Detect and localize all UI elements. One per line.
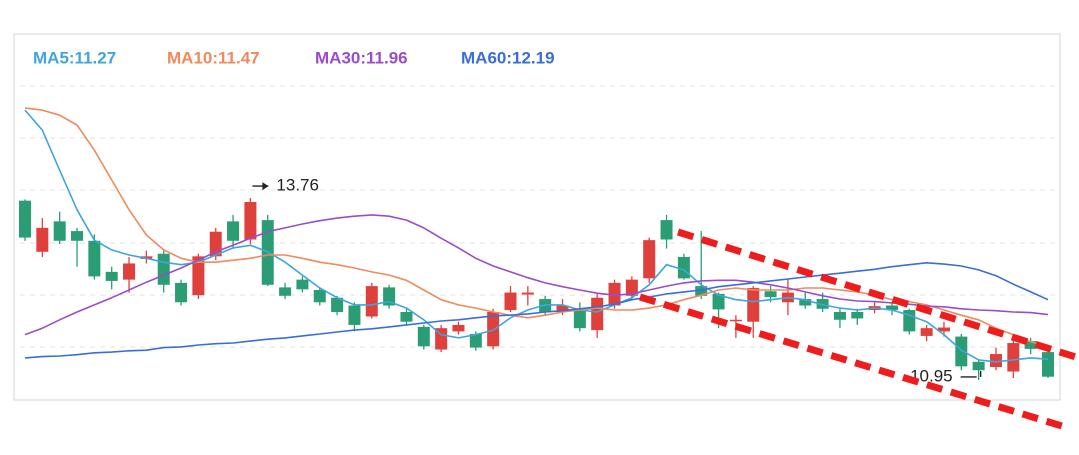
candle-body bbox=[885, 305, 898, 311]
candle-body bbox=[331, 297, 344, 312]
candle-body bbox=[36, 227, 49, 252]
candle-body bbox=[71, 231, 84, 241]
candle-body bbox=[227, 221, 240, 241]
candle-body bbox=[833, 311, 846, 320]
candle-body bbox=[244, 201, 257, 240]
trend-channel bbox=[638, 228, 1079, 430]
plot-frame bbox=[13, 33, 1061, 401]
candle-body bbox=[417, 326, 430, 347]
candle-body bbox=[157, 253, 170, 285]
ma-line bbox=[24, 214, 1049, 336]
ma-line bbox=[24, 109, 1049, 363]
candle-body bbox=[712, 293, 725, 310]
candle-body bbox=[972, 361, 985, 371]
candle-body bbox=[556, 305, 569, 312]
legend-entry: MA10:11.47 bbox=[167, 48, 260, 67]
candle-body bbox=[452, 324, 465, 332]
annotation-label: 10.95 bbox=[910, 366, 953, 385]
annotation-arrow bbox=[262, 182, 269, 191]
candle-body bbox=[903, 310, 916, 332]
candle-body bbox=[435, 328, 448, 350]
candle-body bbox=[625, 279, 638, 296]
candle-body bbox=[799, 299, 812, 306]
candle-body bbox=[53, 221, 66, 241]
candle-body bbox=[729, 319, 742, 322]
candle-body bbox=[487, 311, 500, 347]
candle-body bbox=[88, 240, 101, 277]
candle-body bbox=[920, 328, 933, 336]
annotation-label: 13.76 bbox=[276, 176, 319, 195]
candle-body bbox=[105, 271, 118, 281]
candle-body bbox=[469, 333, 482, 348]
candle-body bbox=[175, 282, 188, 303]
candle-body bbox=[747, 288, 760, 322]
candle-body bbox=[365, 286, 378, 317]
candle-body bbox=[591, 297, 604, 331]
candle-body bbox=[296, 279, 309, 290]
candle-body bbox=[1042, 352, 1054, 377]
candle-body bbox=[660, 220, 673, 240]
candle-body bbox=[521, 292, 534, 295]
candle-body bbox=[383, 287, 396, 306]
candle-body bbox=[989, 354, 1002, 367]
candle-body bbox=[816, 299, 829, 309]
trend-line-upper bbox=[676, 228, 1079, 362]
candle-body bbox=[764, 291, 777, 298]
candle-body bbox=[937, 327, 950, 332]
candle-body bbox=[19, 200, 31, 238]
legend-entry: MA30:11.96 bbox=[315, 48, 408, 67]
candle-body bbox=[313, 289, 326, 303]
candle-body bbox=[955, 336, 968, 367]
candle-body bbox=[504, 292, 517, 311]
candle-body bbox=[123, 263, 136, 280]
candle-body bbox=[1024, 341, 1037, 349]
legend: MA5:11.27 MA10:11.47 MA30:11.96 MA60:12.19 bbox=[33, 48, 555, 67]
ma-line bbox=[24, 262, 1049, 359]
candle-body bbox=[573, 308, 586, 329]
candle-body bbox=[192, 256, 205, 296]
candle-body bbox=[279, 287, 292, 296]
candle-body bbox=[677, 256, 690, 279]
candle-body bbox=[851, 311, 864, 319]
candle-body bbox=[695, 286, 708, 296]
candle-body bbox=[1007, 343, 1020, 372]
legend-entry: MA5:11.27 bbox=[33, 48, 116, 67]
candle-body bbox=[608, 282, 621, 306]
candle-body bbox=[400, 311, 413, 322]
candle-body bbox=[348, 305, 361, 325]
legend-entry: MA60:12.19 bbox=[461, 48, 555, 67]
candle-body bbox=[643, 240, 656, 279]
